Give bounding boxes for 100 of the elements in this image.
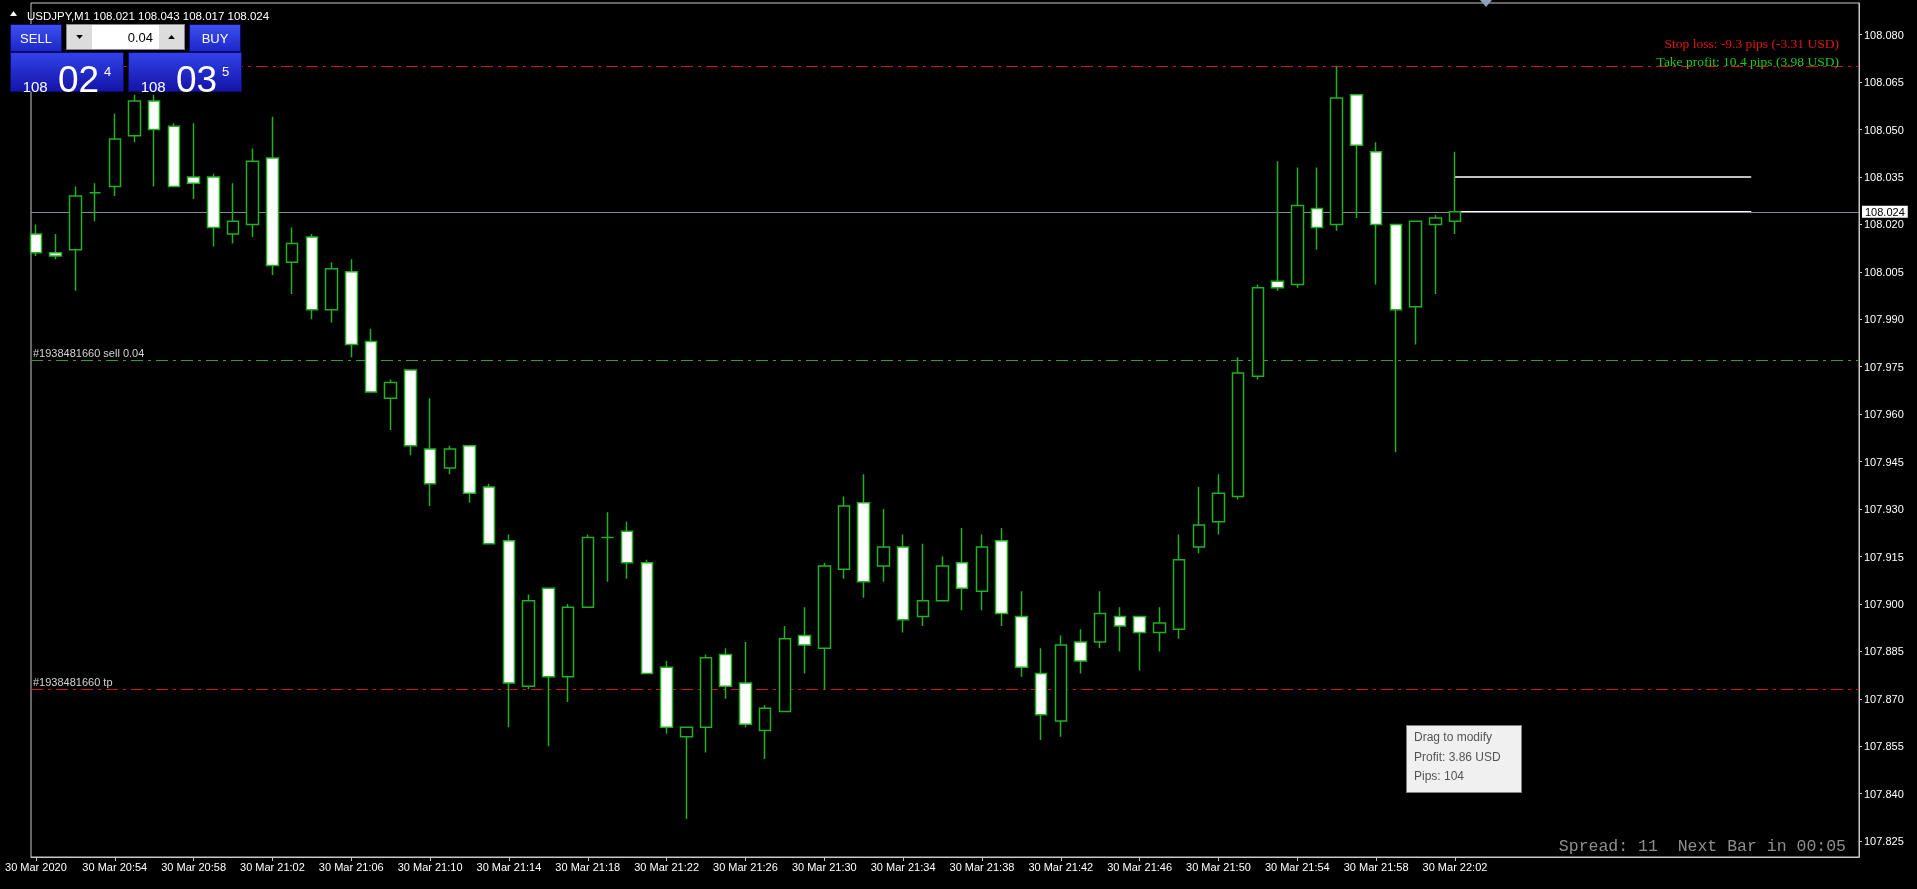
buy-button: BUY <box>189 24 241 52</box>
candlestick <box>88 182 102 222</box>
candlestick <box>167 122 181 188</box>
candlestick <box>1408 220 1423 346</box>
candlestick <box>699 653 713 754</box>
ref-line-label: #1938481660 sell 0.04 <box>33 346 145 359</box>
candlestick <box>245 147 260 238</box>
sell-price-button: 108 02$^{4}$ <box>10 52 124 92</box>
candlestick <box>1428 214 1443 295</box>
candlestick <box>541 587 556 748</box>
candlestick <box>659 660 674 735</box>
y-tick-label: 107.885 <box>1864 645 1904 658</box>
x-tick-label: 30 Mar 21:02 <box>240 860 305 873</box>
x-tick-label: 30 Mar 20:54 <box>82 860 148 873</box>
candlestick <box>383 378 398 431</box>
candlestick <box>955 527 969 612</box>
x-tick-label: 30 Mar 21:46 <box>1107 860 1173 873</box>
candlestick <box>600 511 615 583</box>
candlestick <box>285 226 299 295</box>
candlestick <box>620 520 634 580</box>
candlestick <box>403 369 418 457</box>
candlestick <box>916 543 930 627</box>
candlestick <box>640 558 654 675</box>
x-tick-label: 30 Mar 21:10 <box>397 860 463 873</box>
candlestick <box>1014 590 1029 678</box>
candlestick <box>127 93 142 143</box>
y-tick-label: 108.050 <box>1864 123 1904 136</box>
candlestick <box>462 445 477 504</box>
annotation: Stop loss: -9.3 pips (-3.31 USD) <box>1664 36 1839 52</box>
candlestick <box>265 116 280 276</box>
x-tick-label: 30 Mar 21:18 <box>555 860 621 873</box>
x-tick-label: 30 Mar 2020 <box>5 860 67 873</box>
y-tick-label: 108.020 <box>1864 218 1904 231</box>
candlestick <box>837 495 851 580</box>
candlestick <box>1132 615 1147 672</box>
y-tick-label: 107.900 <box>1864 597 1904 610</box>
y-tick-label: 107.930 <box>1864 503 1904 516</box>
candlestick <box>186 122 201 200</box>
x-tick-label: 30 Mar 21:22 <box>634 860 700 873</box>
candlestick <box>521 593 536 691</box>
x-tick-label: 30 Mar 21:06 <box>318 860 384 873</box>
candlestick <box>423 397 437 507</box>
x-tick-label: 30 Mar 21:30 <box>791 860 857 873</box>
candlestick <box>1192 486 1206 555</box>
x-tick-label: 30 Mar 21:26 <box>713 860 778 873</box>
candlestick <box>1389 223 1403 453</box>
candlestick <box>975 533 989 612</box>
candlestick <box>226 182 240 245</box>
x-tick-label: 30 Mar 21:42 <box>1028 860 1094 873</box>
candlestick <box>48 233 63 260</box>
candlestick <box>994 527 1009 627</box>
candlestick <box>29 223 43 257</box>
candlestick <box>876 508 891 583</box>
candlestick <box>896 533 910 634</box>
text: USDJPY,M1 108.021 108.043 108.017 108.024 <box>27 10 270 22</box>
x-tick-label: 30 Mar 21:34 <box>870 860 936 873</box>
candlestick <box>1034 647 1048 741</box>
candlestick <box>1270 160 1285 292</box>
y-tick-label: 107.855 <box>1864 740 1904 753</box>
candlestick <box>797 606 812 675</box>
candlestick <box>856 473 871 599</box>
candlestick <box>1251 283 1265 381</box>
y-tick-label: 108.035 <box>1864 170 1904 183</box>
candlestick <box>443 445 457 476</box>
candlestick <box>1152 606 1167 653</box>
candlestick <box>344 258 359 358</box>
candlestick <box>778 625 792 713</box>
candlestick <box>561 603 575 703</box>
candlestick <box>1093 590 1107 649</box>
annotation: Spread: 11 Next Bar in 00:05 <box>1558 837 1846 856</box>
x-tick-label: 30 Mar 21:58 <box>1343 860 1409 873</box>
candlestick <box>935 555 950 602</box>
buy-price-button: 108 03$^{5}$ <box>128 52 242 92</box>
candlestick <box>305 233 319 321</box>
candlestick <box>1349 93 1364 219</box>
y-tick-label: 108.005 <box>1864 265 1904 278</box>
candlestick <box>324 261 339 324</box>
tooltip-box: Drag to modify Profit: 3.86 USD Pips: 104 <box>1406 725 1522 793</box>
candlestick <box>1113 606 1127 653</box>
y-tick-label: 107.990 <box>1864 313 1904 326</box>
x-tick-label: 30 Mar 21:50 <box>1186 860 1251 873</box>
candlestick <box>758 704 772 760</box>
candlestick <box>206 173 221 248</box>
candlestick <box>364 328 378 393</box>
candlestick <box>1172 533 1186 640</box>
candlestick <box>1310 166 1324 251</box>
sell-button: SELL <box>10 24 62 52</box>
x-tick-label: 30 Mar 21:38 <box>949 860 1015 873</box>
y-tick-label: 107.915 <box>1864 550 1904 563</box>
candlestick <box>1369 141 1383 286</box>
candlestick <box>1448 150 1462 235</box>
y-tick-label: 107.870 <box>1864 692 1904 705</box>
lot-size-field: 0.04 <box>66 24 185 50</box>
candlestick <box>68 185 83 292</box>
candlestick <box>581 533 595 608</box>
x-tick-label: 30 Mar 20:58 <box>161 860 227 873</box>
candlestick <box>108 112 122 197</box>
x-tick-label: 30 Mar 21:54 <box>1264 860 1330 873</box>
y-tick-label: 107.840 <box>1864 787 1904 800</box>
annotation: Take profit: 10.4 pips (3.98 USD) <box>1656 54 1839 70</box>
